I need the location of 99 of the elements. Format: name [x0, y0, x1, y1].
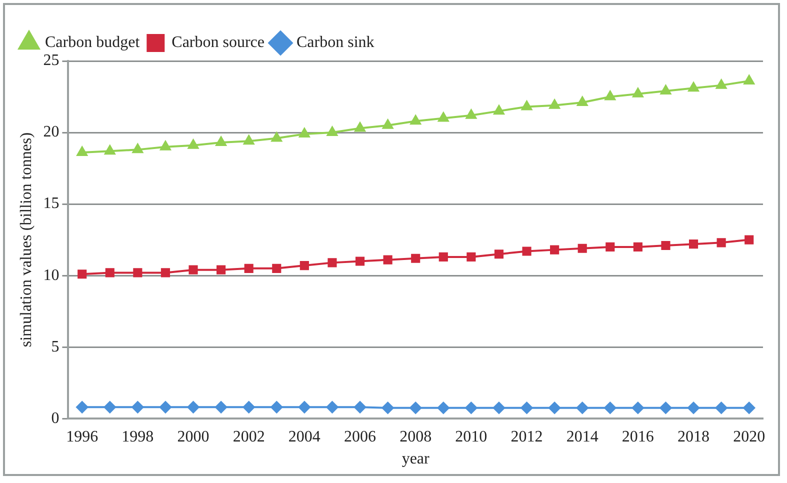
y-tick-label: 5: [51, 338, 60, 356]
legend-label: Carbon source: [172, 34, 265, 52]
point: [688, 240, 698, 249]
point: [244, 264, 254, 273]
point: [466, 109, 477, 119]
point: [242, 401, 255, 414]
point: [326, 126, 338, 136]
y-tick-label: 0: [51, 410, 60, 427]
point: [410, 115, 421, 125]
point: [300, 261, 309, 270]
x-tick-label: 2012: [510, 428, 543, 446]
y-tick-label: 20: [43, 124, 60, 141]
point: [382, 402, 394, 414]
point: [606, 242, 615, 252]
point: [133, 268, 142, 278]
y-tick-label: 25: [43, 52, 60, 70]
point: [494, 105, 504, 115]
point: [577, 96, 588, 106]
point: [688, 402, 700, 414]
point: [549, 99, 560, 109]
point: [660, 85, 672, 95]
point: [715, 402, 728, 414]
point: [521, 100, 532, 110]
point: [576, 402, 588, 414]
point: [160, 268, 170, 278]
point: [661, 240, 670, 250]
point: [604, 402, 616, 414]
point: [743, 402, 756, 414]
point: [411, 254, 420, 263]
point: [548, 402, 561, 414]
point: [437, 402, 450, 414]
point: [159, 401, 172, 414]
point: [438, 252, 448, 262]
point: [272, 264, 282, 273]
point: [494, 250, 504, 259]
x-axis-title: year: [402, 450, 430, 468]
legend-label: Carbon budget: [45, 34, 140, 52]
x-tick-label: 2020: [733, 428, 766, 446]
point: [744, 235, 754, 244]
x-tick-label: 1998: [122, 428, 154, 446]
point: [104, 401, 116, 414]
x-tick-label: 2018: [678, 428, 710, 446]
x-tick-label: 2014: [566, 428, 598, 446]
point: [716, 238, 726, 248]
point: [328, 258, 337, 268]
point: [632, 88, 644, 98]
point: [78, 270, 87, 279]
x-tick-label: 2016: [622, 428, 654, 446]
point: [410, 402, 422, 414]
point: [604, 90, 616, 100]
point: [355, 256, 365, 266]
x-tick-label: 2004: [288, 428, 320, 446]
point: [383, 255, 392, 264]
point: [299, 128, 310, 138]
point: [160, 140, 171, 150]
point: [215, 401, 228, 414]
point: [520, 402, 533, 414]
point: [76, 146, 88, 156]
point: [271, 132, 282, 142]
point: [298, 401, 310, 414]
point: [688, 82, 699, 92]
point: [188, 139, 199, 149]
point: [438, 112, 449, 122]
point: [104, 145, 116, 155]
point: [354, 401, 366, 414]
point: [354, 122, 366, 132]
point: [187, 401, 200, 414]
point: [216, 136, 226, 146]
legend-label: Carbon sink: [296, 34, 374, 52]
point: [522, 246, 532, 256]
x-tick-label: 2006: [344, 428, 376, 446]
point: [578, 244, 587, 253]
point: [326, 401, 338, 414]
point: [382, 119, 394, 129]
point: [270, 401, 283, 414]
point: [132, 144, 144, 154]
y-tick-label: 15: [43, 195, 60, 212]
x-tick-label: 2002: [232, 428, 265, 446]
point: [633, 242, 642, 252]
point: [188, 265, 198, 274]
point: [132, 401, 144, 414]
x-tick-label: 1996: [66, 428, 98, 446]
y-axis-title: simulation values (billion tonnes): [18, 132, 35, 348]
point: [716, 79, 727, 89]
point: [76, 401, 88, 414]
x-tick-label: 2010: [455, 428, 488, 446]
point: [105, 268, 114, 278]
point: [744, 75, 754, 85]
x-tick-label: 2008: [400, 428, 432, 446]
y-tick-label: 10: [43, 266, 60, 284]
point: [660, 402, 672, 414]
point: [466, 252, 476, 262]
point: [465, 402, 478, 414]
x-tick-label: 2000: [177, 428, 210, 446]
point: [632, 402, 644, 414]
point: [550, 245, 560, 254]
point: [244, 135, 254, 145]
point: [492, 402, 505, 414]
point: [216, 265, 226, 274]
